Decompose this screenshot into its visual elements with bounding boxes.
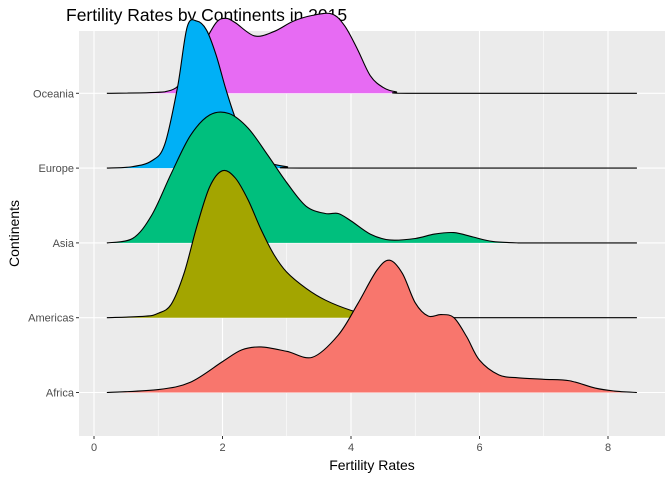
ridge-outline-asia — [106, 111, 637, 244]
x-tick-label: 0 — [91, 442, 97, 454]
y-tick-label: Europe — [39, 163, 74, 175]
y-axis: Africa Americas Asia Europe Oceania — [28, 88, 79, 400]
x-axis-title: Fertility Rates — [329, 457, 415, 473]
ridge-area-oceania — [106, 13, 637, 94]
y-tick-label: Africa — [46, 388, 75, 400]
x-tick-label: 6 — [476, 442, 482, 454]
y-tick-label: Americas — [28, 313, 74, 325]
x-tick-label: 4 — [348, 442, 354, 454]
chart-title: Fertility Rates by Continents in 2015 — [66, 5, 347, 25]
y-tick-label: Asia — [53, 238, 75, 250]
ridge-outline-africa — [106, 259, 637, 394]
ridge-area-africa — [106, 260, 637, 393]
ridge-africa — [106, 259, 637, 394]
ridge-outline-europe — [106, 19, 637, 169]
y-axis-title: Continents — [6, 200, 22, 267]
x-tick-label: 8 — [605, 442, 611, 454]
y-tick-label: Oceania — [33, 88, 75, 100]
x-tick-label: 2 — [219, 442, 225, 454]
ridges — [106, 12, 637, 394]
x-axis: 0 2 4 6 8 — [91, 436, 611, 454]
ridge-area-americas — [106, 170, 637, 318]
